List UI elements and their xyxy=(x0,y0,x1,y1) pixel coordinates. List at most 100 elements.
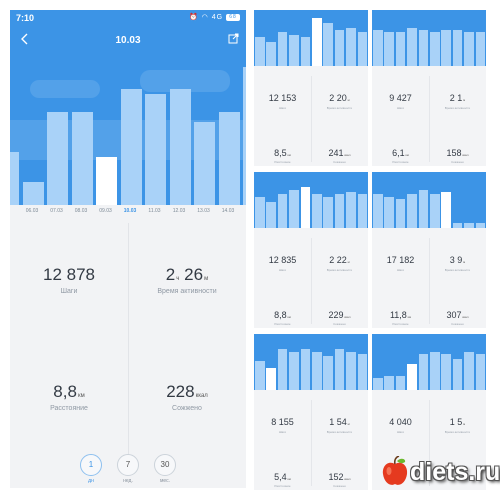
back-arrow-icon[interactable] xyxy=(20,32,30,46)
chart-x-axis-labels: 06.03 07.03 08.03 09.03 10.03 11.03 12.03 13.03… xyxy=(10,208,246,220)
mini-bar xyxy=(346,28,356,66)
mini-bar xyxy=(300,349,311,390)
mini-steps-value: 12 153 xyxy=(268,93,297,103)
mini-bar xyxy=(407,28,417,66)
day-bar[interactable] xyxy=(10,152,19,205)
mini-active-value: 2 22 м xyxy=(329,255,350,265)
mini-bar xyxy=(418,190,429,228)
day-bar[interactable] xyxy=(120,89,142,205)
mini-bar xyxy=(464,32,474,66)
mini-bar xyxy=(277,32,288,66)
mini-steps-value: 12 835 xyxy=(268,255,297,265)
mini-selected-bar xyxy=(300,187,311,228)
watermark: diets.ru xyxy=(380,452,500,492)
mini-stats-divider xyxy=(429,76,430,162)
mini-calories-label: Сожжено xyxy=(451,322,464,326)
day-bar[interactable] xyxy=(169,89,191,205)
share-icon[interactable] xyxy=(228,33,239,44)
x-axis-tick-label: 13.03 xyxy=(197,208,210,214)
mini-bar xyxy=(334,194,345,228)
range-month-button[interactable]: 30 xyxy=(154,454,176,476)
mini-active-label: Время активности xyxy=(444,268,471,272)
mini-bar xyxy=(373,378,383,390)
range-week-label: нед. xyxy=(123,478,133,484)
day-bar[interactable] xyxy=(145,94,166,205)
status-time: 7:10 xyxy=(16,13,35,23)
mini-stats-divider xyxy=(311,238,312,324)
mini-bar xyxy=(430,32,440,66)
mini-selected-bar xyxy=(312,18,322,66)
mini-distance-label: Расстояние xyxy=(392,322,409,326)
active-time-value: 2ч 26м xyxy=(165,265,209,284)
day-bar[interactable] xyxy=(218,112,240,205)
mini-distance-label: Расстояние xyxy=(274,160,291,164)
x-axis-tick-label: 11.03 xyxy=(148,208,161,214)
mini-bar xyxy=(255,197,265,228)
mini-bar xyxy=(407,194,417,228)
wifi-icon: ◠ xyxy=(201,14,209,21)
mini-bar xyxy=(357,32,368,66)
x-axis-tick-label: 10.03 xyxy=(123,208,137,214)
day-bar[interactable] xyxy=(71,112,93,205)
mini-steps-label: Шаги xyxy=(278,268,287,272)
day-bar[interactable] xyxy=(22,182,44,205)
range-month-label: мес. xyxy=(159,478,171,484)
mini-active-value: 3 9 м xyxy=(449,255,466,265)
mini-bar xyxy=(418,30,429,66)
day-bar[interactable] xyxy=(243,67,246,205)
mini-bar xyxy=(452,223,463,228)
mini-distance-label: Расстояние xyxy=(274,322,291,326)
network-badge: 4G xyxy=(211,14,224,21)
mini-bar xyxy=(475,32,486,66)
mini-selected-bar xyxy=(441,192,451,228)
x-axis-tick-label: 14.03 xyxy=(221,208,235,214)
mini-steps-label: Шаги xyxy=(278,430,287,434)
mini-bar xyxy=(289,190,299,228)
mini-screenshot: 17 182 Шаги 3 9 м Время активности 11,8 км Ра… xyxy=(372,172,486,328)
day-bar[interactable] xyxy=(194,122,215,205)
mini-stats-divider xyxy=(429,238,430,324)
mini-active-label: Время активности xyxy=(326,430,353,434)
mini-bar xyxy=(266,202,276,228)
mini-distance-label: Расстояние xyxy=(392,160,409,164)
alarm-icon: ⏰ xyxy=(188,14,199,21)
x-axis-tick-label: 06.03 xyxy=(25,208,39,214)
mini-screenshot: 8 155 Шаги 1 54 м Время активности 5,4 км Рас… xyxy=(254,334,368,490)
range-day-button[interactable]: 1 xyxy=(80,454,102,476)
mini-bar xyxy=(384,32,394,66)
mini-bar xyxy=(277,349,288,390)
cloud-decoration xyxy=(30,80,100,98)
stats-divider xyxy=(128,223,129,463)
mini-bar xyxy=(289,352,299,390)
selected-day-bar[interactable] xyxy=(96,157,117,205)
apple-logo-icon xyxy=(382,456,408,485)
mini-active-label: Время активности xyxy=(444,430,471,434)
mini-bar xyxy=(334,349,345,390)
mini-bar xyxy=(346,352,356,390)
mini-calories-value: 158 ккал xyxy=(446,148,469,158)
mini-bar xyxy=(430,194,440,228)
day-bar[interactable] xyxy=(47,112,68,205)
mini-steps-value: 9 427 xyxy=(389,93,412,103)
mini-chart-header xyxy=(372,172,486,228)
steps-value: 12 878 xyxy=(43,265,95,284)
cloud-decoration xyxy=(140,70,230,92)
mini-selected-bar xyxy=(407,364,417,390)
mini-steps-label: Шаги xyxy=(396,106,405,110)
mini-steps-value: 8 155 xyxy=(271,417,294,427)
distance-label: Расстояние xyxy=(50,405,88,412)
calories-label: Сожжено xyxy=(172,405,202,412)
x-axis-tick-label: 12.03 xyxy=(172,208,186,214)
mini-bar xyxy=(464,352,474,390)
range-week-button[interactable]: 7 xyxy=(117,454,139,476)
mini-bar xyxy=(255,361,265,390)
distance-value: 8,8км xyxy=(53,382,85,401)
mini-bar xyxy=(452,30,463,66)
mini-bar xyxy=(395,376,406,390)
steps-label: Шаги xyxy=(60,288,78,295)
mini-screenshot: 12 835 Шаги 2 22 м Время активности 8,8 км Ра… xyxy=(254,172,368,328)
mini-distance-label: Расстояние xyxy=(274,484,291,488)
mini-bar xyxy=(441,30,451,66)
mini-distance-value: 11,8 км xyxy=(389,310,412,320)
